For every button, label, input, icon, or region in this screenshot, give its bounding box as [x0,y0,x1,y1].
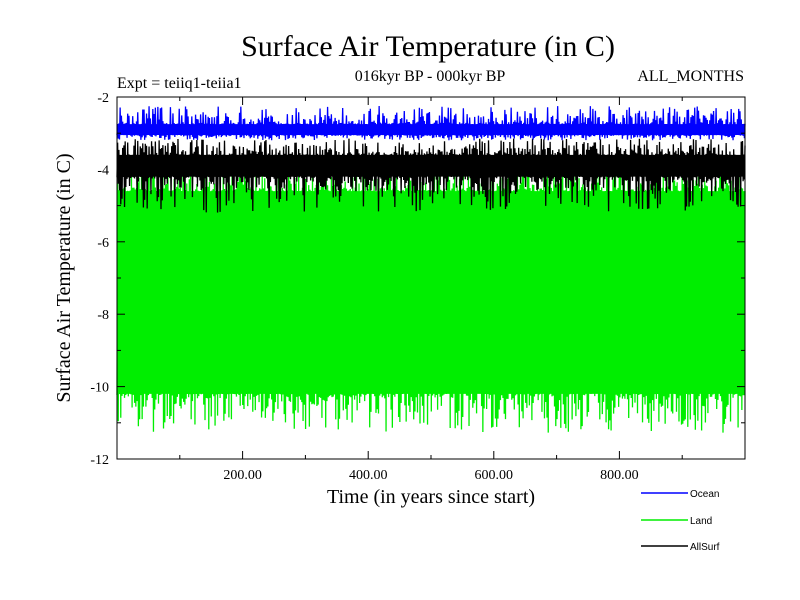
series-line-ocean [116,106,746,141]
legend-label-ocean: Ocean [690,489,719,500]
y-tick-label: -2 [97,91,109,106]
series-layer [116,106,746,433]
y-tick-label: -12 [90,453,109,468]
chart-subtitle: 016kyr BP - 000kyr BP [355,68,506,85]
axes-layer: -12 -10 -8 -6 -4 -2 200.00 400.00 600.00 800.00 [90,91,745,483]
x-tick-label: 600.00 [475,468,514,483]
x-axis-label: Time (in years since start) [327,486,535,508]
y-tick-label: -4 [97,163,109,178]
experiment-label: Expt = teiiq1-teiia1 [117,75,242,92]
y-tick-label: -10 [90,381,109,396]
series-line-land [116,165,746,433]
legend: Ocean Land AllSurf [641,489,720,553]
x-tick-label: 200.00 [223,468,262,483]
y-tick-label: -8 [97,308,109,323]
x-tick-label: 800.00 [600,468,639,483]
y-tick-label: -6 [97,236,109,251]
chart-title: Surface Air Temperature (in C) [241,30,615,63]
x-tick-label: 400.00 [349,468,388,483]
y-axis-label: Surface Air Temperature (in C) [53,153,75,402]
legend-label-land: Land [690,516,712,527]
legend-label-allsurf: AllSurf [690,542,720,553]
months-label: ALL_MONTHS [637,68,744,85]
series-line-allsurf [116,138,746,213]
